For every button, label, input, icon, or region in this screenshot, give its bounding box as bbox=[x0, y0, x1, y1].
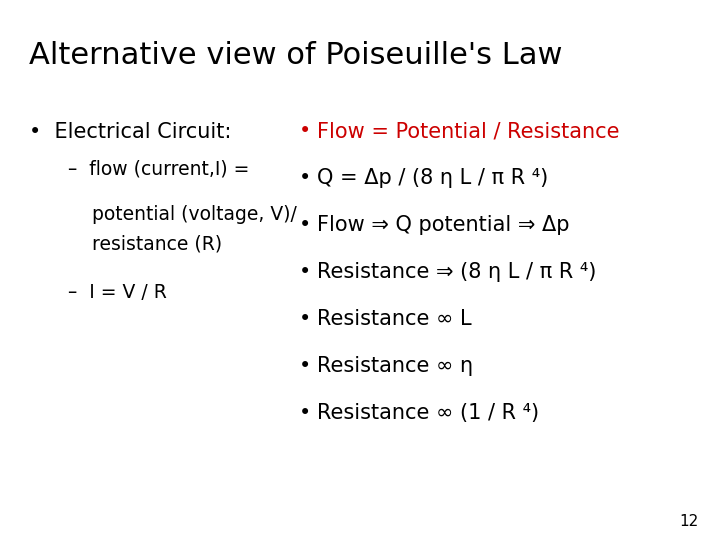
Text: •: • bbox=[299, 215, 311, 235]
Text: resistance (R): resistance (R) bbox=[68, 235, 222, 254]
Text: Flow = Potential / Resistance: Flow = Potential / Resistance bbox=[317, 122, 619, 141]
Text: potential (voltage, V)/: potential (voltage, V)/ bbox=[68, 205, 297, 224]
Text: Resistance ∞ L: Resistance ∞ L bbox=[317, 309, 472, 329]
Text: Resistance ∞ (1 / R ⁴): Resistance ∞ (1 / R ⁴) bbox=[317, 403, 539, 423]
Text: –  flow (current,I) =: – flow (current,I) = bbox=[68, 159, 250, 178]
Text: Q = Δp / (8 η L / π R ⁴): Q = Δp / (8 η L / π R ⁴) bbox=[317, 168, 548, 188]
Text: •: • bbox=[299, 403, 311, 423]
Text: •: • bbox=[299, 309, 311, 329]
Text: •: • bbox=[299, 356, 311, 376]
Text: •: • bbox=[299, 122, 311, 141]
Text: •: • bbox=[299, 168, 311, 188]
Text: Resistance ⇒ (8 η L / π R ⁴): Resistance ⇒ (8 η L / π R ⁴) bbox=[317, 262, 596, 282]
Text: Flow ⇒ Q potential ⇒ Δp: Flow ⇒ Q potential ⇒ Δp bbox=[317, 215, 570, 235]
Text: –  I = V / R: – I = V / R bbox=[68, 284, 167, 302]
Text: Alternative view of Poiseuille's Law: Alternative view of Poiseuille's Law bbox=[29, 40, 562, 70]
Text: •: • bbox=[299, 262, 311, 282]
Text: •  Electrical Circuit:: • Electrical Circuit: bbox=[29, 122, 231, 141]
Text: 12: 12 bbox=[679, 514, 698, 529]
Text: Resistance ∞ η: Resistance ∞ η bbox=[317, 356, 473, 376]
